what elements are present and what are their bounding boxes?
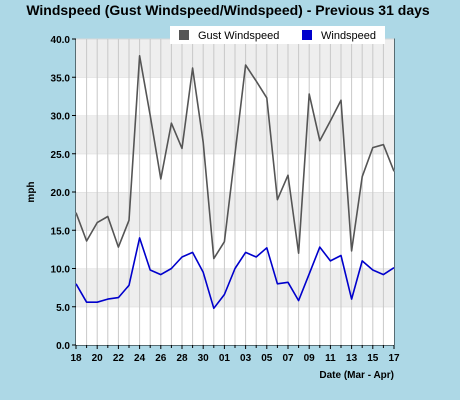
y-tick-label: 15.0 [51, 226, 71, 237]
x-tick-label: 28 [176, 353, 188, 364]
series-line-gust-windspeed [75, 54, 395, 260]
series-lines [75, 54, 395, 310]
x-tick-label: 17 [388, 353, 400, 364]
chart-title: Windspeed (Gust Windspeed/Windspeed) - P… [26, 2, 430, 18]
x-tick-label: 18 [70, 353, 82, 364]
y-axis-ticks: 0.0 5.0 10.0 15.0 20.0 25.0 30.0 35.0 40.0 [51, 35, 76, 352]
legend-label-windspeed: Windspeed [321, 30, 376, 42]
legend: Gust Windspeed Windspeed [170, 26, 385, 44]
x-tick-label: 15 [367, 353, 379, 364]
x-tick-label: 05 [261, 353, 273, 364]
x-tick-label: 13 [346, 353, 358, 364]
y-tick-label: 10.0 [51, 265, 71, 276]
series-line-windspeed [75, 237, 395, 310]
legend-swatch-windspeed [302, 30, 312, 40]
x-tick-label: 24 [134, 353, 146, 364]
legend-swatch-gust [179, 30, 189, 40]
x-tick-label: 20 [92, 353, 104, 364]
x-tick-label: 09 [304, 353, 316, 364]
y-tick-label: 5.0 [56, 303, 70, 314]
x-axis-ticks: 18 20 22 24 26 28 30 01 03 05 07 09 11 13 15 17 [70, 345, 400, 364]
vertical-grid [86, 39, 384, 345]
legend-box [170, 26, 385, 44]
legend-label-gust: Gust Windspeed [198, 30, 279, 42]
x-tick-label: 11 [325, 353, 336, 364]
y-tick-label: 35.0 [51, 73, 71, 84]
x-tick-label: 26 [155, 353, 167, 364]
y-tick-label: 0.0 [56, 341, 70, 352]
x-tick-label: 01 [219, 353, 231, 364]
x-tick-label: 03 [240, 353, 252, 364]
y-tick-label: 25.0 [51, 150, 71, 161]
y-tick-label: 30.0 [51, 112, 71, 123]
x-tick-label: 22 [113, 353, 125, 364]
y-axis-label: mph [26, 181, 37, 202]
x-tick-label: 30 [198, 353, 210, 364]
x-tick-label: 07 [282, 353, 294, 364]
y-tick-label: 20.0 [51, 188, 71, 199]
x-axis-label: Date (Mar - Apr) [319, 370, 394, 381]
y-tick-label: 40.0 [51, 35, 71, 46]
